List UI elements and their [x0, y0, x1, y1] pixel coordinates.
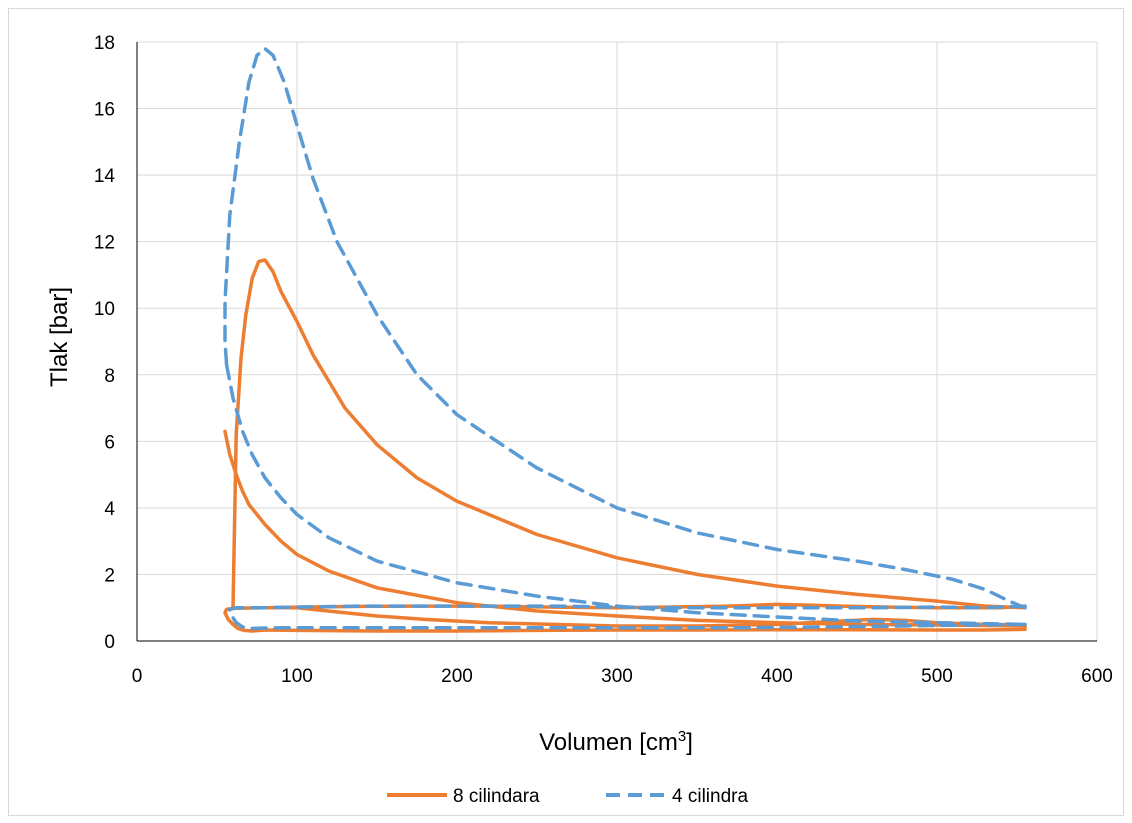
- grid-lines: [136, 41, 1098, 642]
- pv-diagram-chart: 0 100 200 300 400 500 600 0 2 4 6 8 10 12 14 16 18 Volu…: [46, 33, 1113, 807]
- x-tick-label: 500: [921, 666, 953, 687]
- series-line-8-cilindara-expansion: [231, 258, 1027, 611]
- series-line-4-cilindra-pumping-loop: [228, 604, 1027, 631]
- y-axis-title: Tlak [bar]: [46, 287, 73, 387]
- legend-label-4-cilindra: 4 cilindra: [672, 786, 748, 807]
- y-tick-label: 2: [104, 565, 115, 586]
- x-axis-title: Volumen [cm3]: [539, 728, 693, 756]
- series-line-4-cilindra-expansion: [223, 46, 1027, 610]
- x-tick-label: 300: [601, 666, 633, 687]
- x-tick-label: 100: [281, 666, 313, 687]
- x-tick-label: 600: [1081, 666, 1113, 687]
- y-tick-label: 12: [94, 233, 115, 254]
- y-tick-label: 18: [94, 33, 115, 54]
- y-tick-label: 4: [104, 499, 115, 520]
- y-tick-label: 10: [94, 299, 115, 320]
- y-tick-label: 8: [104, 366, 115, 387]
- x-tick-label: 200: [441, 666, 473, 687]
- y-tick-label: 0: [104, 632, 115, 653]
- chart-area: 0 100 200 300 400 500 600 0 2 4 6 8 10 12 14 16 18 Volu…: [8, 8, 1124, 816]
- plot-axes: [136, 42, 1097, 642]
- x-tick-label: 400: [761, 666, 793, 687]
- series-line-4-cilindra-compression: [224, 363, 1027, 627]
- y-tick-label: 6: [104, 432, 115, 453]
- series-layer: [223, 46, 1027, 633]
- legend-label-8-cilindara: 8 cilindara: [453, 786, 540, 807]
- y-tick-labels: 0 2 4 6 8 10 12 14 16 18: [94, 33, 116, 653]
- y-tick-label: 16: [94, 100, 115, 121]
- y-tick-label: 14: [94, 166, 116, 187]
- x-tick-label: 0: [132, 666, 143, 687]
- series-line-8-cilindara-compression: [223, 429, 1027, 628]
- x-tick-labels: 0 100 200 300 400 500 600: [132, 666, 1113, 687]
- legend: 8 cilindara 4 cilindra: [387, 786, 748, 807]
